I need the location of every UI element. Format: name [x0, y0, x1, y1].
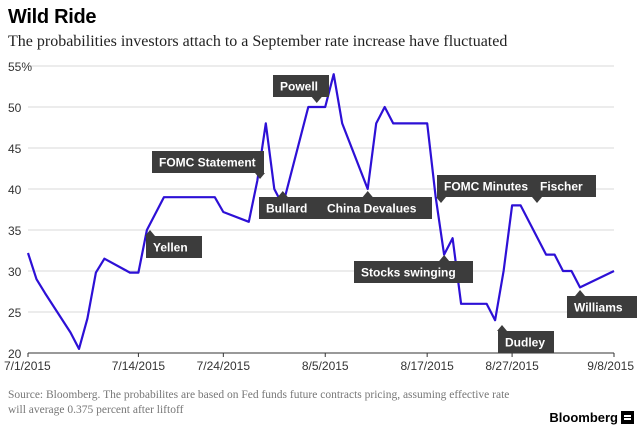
annotation-callout: Bullard	[259, 191, 322, 219]
callout-pointer	[532, 197, 542, 203]
annotation-callout: FOMC Minutes	[436, 175, 535, 203]
y-tick-label: 30	[8, 265, 22, 279]
callout-label: Fischer	[540, 180, 583, 194]
callout-box	[320, 197, 432, 219]
callout-pointer	[255, 173, 265, 179]
bloomberg-mark-icon	[621, 411, 634, 424]
callout-box	[437, 175, 535, 197]
callout-pointer	[145, 230, 155, 236]
y-tick-label: 35	[8, 224, 22, 238]
annotation-callout: FOMC Statement	[152, 151, 265, 179]
callout-box	[533, 175, 596, 197]
x-tick-label: 7/14/2015	[112, 359, 166, 373]
callout-box	[273, 75, 329, 97]
callout-box	[354, 261, 473, 283]
y-tick-label: 55%	[8, 60, 32, 74]
chart-title: Wild Ride	[8, 6, 97, 28]
callout-pointer	[439, 255, 450, 261]
callout-label: Yellen	[153, 241, 188, 255]
callout-box	[152, 151, 264, 173]
x-tick-label: 8/17/2015	[400, 359, 454, 373]
x-tick-label: 8/27/2015	[485, 359, 539, 373]
y-tick-label: 45	[8, 142, 22, 156]
callout-pointer	[311, 97, 322, 103]
x-tick-label: 7/24/2015	[197, 359, 251, 373]
x-tick-label: 8/5/2015	[302, 359, 349, 373]
callout-pointer	[362, 191, 373, 197]
y-tick-label: 20	[8, 347, 22, 361]
callout-box	[498, 331, 554, 353]
y-tick-label: 50	[8, 101, 22, 115]
callout-label: Powell	[280, 80, 318, 94]
callout-label: FOMC Statement	[159, 156, 256, 170]
callout-label: Dudley	[505, 336, 545, 350]
brand-name: Bloomberg	[549, 410, 618, 425]
annotation-callout: Dudley	[497, 325, 554, 353]
callout-pointer	[277, 191, 288, 197]
x-tick-label: 9/8/2015	[587, 359, 634, 373]
brand-logo: Bloomberg	[549, 410, 634, 425]
y-tick-label: 40	[8, 183, 22, 197]
callout-label: FOMC Minutes	[444, 180, 528, 194]
callout-box	[259, 197, 322, 219]
callout-box	[146, 236, 202, 258]
callout-pointer	[436, 197, 446, 203]
callout-pointer	[497, 325, 507, 331]
x-tick-label: 7/1/2015	[4, 359, 51, 373]
annotation-callout: Yellen	[145, 230, 202, 258]
chart-subtitle: The probabilities investors attach to a …	[8, 33, 508, 50]
callout-pointer	[575, 290, 586, 296]
callout-label: Bullard	[266, 202, 307, 216]
y-tick-label: 25	[8, 306, 22, 320]
callout-box	[567, 296, 637, 318]
callout-label: China Devalues	[327, 202, 417, 216]
annotation-callout: China Devalues	[320, 191, 432, 219]
annotation-callout: Powell	[273, 75, 329, 103]
source-note: Source: Bloomberg. The probabilites are …	[8, 389, 510, 416]
probability-series-line	[26, 73, 615, 350]
annotation-callout: Williams	[567, 290, 637, 318]
callout-label: Williams	[574, 301, 623, 315]
annotation-callout: Fischer	[532, 175, 596, 203]
annotation-callout: Stocks swinging	[354, 255, 473, 283]
callout-label: Stocks swinging	[361, 266, 456, 280]
